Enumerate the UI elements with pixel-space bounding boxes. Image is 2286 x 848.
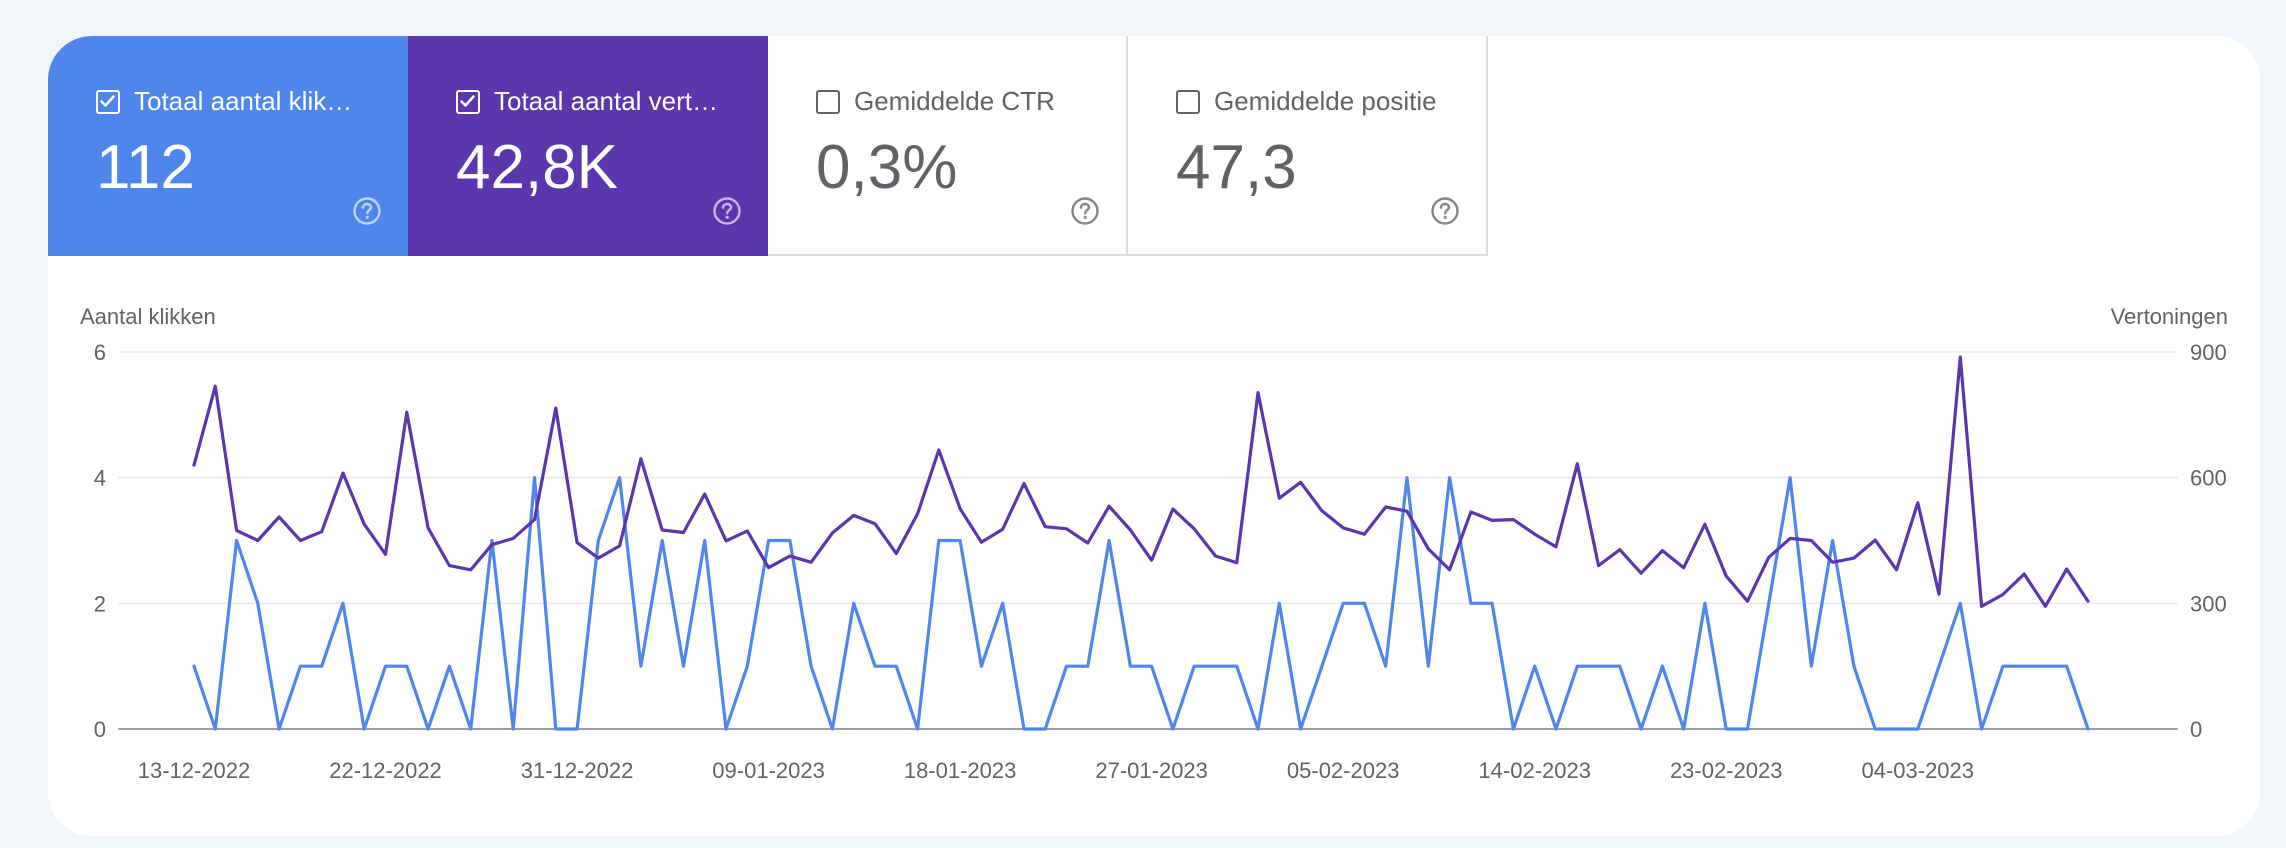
metric-tile-position[interactable]: Gemiddelde positie 47,3 — [1128, 36, 1488, 256]
help-icon[interactable] — [712, 196, 742, 226]
performance-card: Aantal klikken Vertoningen 0 2 4 6 0 300 600 9… — [48, 36, 2260, 836]
performance-chart: Aantal klikken Vertoningen 0 2 4 6 0 300 600 9… — [80, 304, 2228, 783]
x-tick-label: 04-03-2023 — [1861, 758, 1974, 783]
help-icon[interactable] — [1430, 196, 1460, 226]
x-tick-label: 31-12-2022 — [521, 758, 634, 783]
x-tick-label: 05-02-2023 — [1287, 758, 1400, 783]
metric-value: 112 — [96, 133, 195, 202]
clicks-series-line — [192, 476, 2090, 731]
left-tick-label: 4 — [94, 466, 106, 491]
series-lines — [192, 355, 2090, 731]
left-tick-label: 0 — [94, 717, 106, 742]
impressions-series-line — [192, 355, 2090, 608]
metric-label: Totaal aantal klik… — [134, 86, 353, 116]
right-axis-ticks: 0 300 600 900 — [2190, 340, 2227, 742]
help-icon[interactable] — [1070, 196, 1100, 226]
left-axis-label: Aantal klikken — [80, 304, 216, 329]
left-axis-ticks: 0 2 4 6 — [94, 340, 106, 742]
metric-tile-impressions[interactable]: Totaal aantal vert… 42,8K — [408, 36, 768, 256]
grid-lines — [118, 351, 2178, 730]
checkbox-icon[interactable] — [1176, 89, 1200, 114]
right-axis-label: Vertoningen — [2111, 304, 2228, 329]
right-tick-label: 900 — [2190, 340, 2227, 365]
checkbox-icon[interactable] — [456, 89, 480, 114]
metric-value: 42,8K — [456, 133, 619, 202]
metric-label: Totaal aantal vert… — [494, 86, 719, 116]
x-tick-label: 09-01-2023 — [712, 758, 825, 783]
left-tick-label: 2 — [94, 591, 106, 616]
x-axis-ticks: 13-12-2022 22-12-2022 31-12-2022 09-01-2023… — [138, 758, 1974, 783]
right-tick-label: 600 — [2190, 466, 2227, 491]
metric-value: 47,3 — [1176, 133, 1297, 202]
x-tick-label: 23-02-2023 — [1670, 758, 1783, 783]
metric-value: 0,3% — [816, 133, 958, 202]
checkbox-icon[interactable] — [96, 89, 120, 114]
metric-label: Gemiddelde CTR — [854, 86, 1055, 116]
x-tick-label: 27-01-2023 — [1095, 758, 1208, 783]
x-tick-label: 14-02-2023 — [1478, 758, 1591, 783]
right-tick-label: 0 — [2190, 717, 2202, 742]
metric-label: Gemiddelde positie — [1214, 86, 1437, 116]
x-tick-label: 22-12-2022 — [329, 758, 442, 783]
metric-tile-clicks[interactable]: Totaal aantal klik… 112 — [48, 36, 408, 256]
checkbox-icon[interactable] — [816, 89, 840, 114]
x-tick-label: 13-12-2022 — [138, 758, 251, 783]
metric-tiles: Totaal aantal klik… 112 Totaal aantal ve… — [48, 36, 1488, 256]
metric-tile-ctr[interactable]: Gemiddelde CTR 0,3% — [768, 36, 1128, 256]
left-tick-label: 6 — [94, 340, 106, 365]
help-icon[interactable] — [352, 196, 382, 226]
right-tick-label: 300 — [2190, 591, 2227, 616]
x-tick-label: 18-01-2023 — [904, 758, 1017, 783]
